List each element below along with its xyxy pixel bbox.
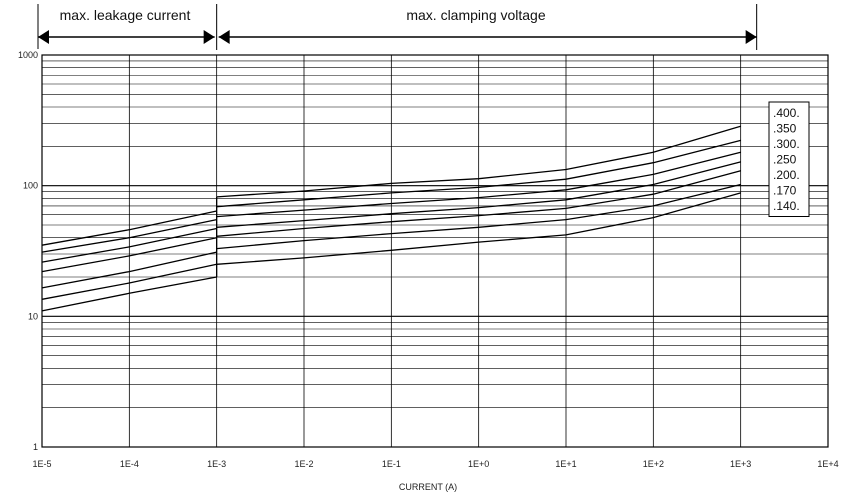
arrow-head (745, 30, 757, 44)
legend-entry: .140. (773, 199, 800, 213)
series-line-leakage (41, 210, 217, 246)
series-line-leakage (41, 237, 217, 273)
grid (41, 54, 829, 448)
arrow-head (38, 30, 49, 44)
x-tick-label: 1E+1 (555, 459, 576, 469)
axis-ticks: 1E-5 1E-4 1E-3 1E-2 1E-1 1E+0 1E+1 1E+2 1E+3 1E+4… (18, 50, 839, 469)
x-axis-title: CURRENT (A) (399, 482, 457, 492)
region-label-clamping: max. clamping voltage (406, 7, 546, 23)
legend-entry: .200. (773, 168, 800, 182)
series-line-clamping (216, 125, 741, 198)
arrow-head (218, 30, 230, 44)
region-label-leakage: max. leakage current (60, 7, 191, 23)
x-tick-label: 1E+3 (730, 459, 751, 469)
x-tick-label: 1E-5 (32, 459, 51, 469)
x-tick-label: 1E+4 (817, 459, 838, 469)
x-tick-label: 1E-4 (120, 459, 139, 469)
region-annotations: max. leakage current max. clamping volta… (37, 4, 758, 50)
x-tick-label: 1E+2 (643, 459, 664, 469)
y-tick-label: 10 (28, 311, 38, 321)
series-line-clamping (216, 183, 741, 250)
y-tick-label: 100 (23, 181, 38, 191)
x-tick-label: 1E-1 (382, 459, 401, 469)
x-tick-label: 1E-2 (294, 459, 313, 469)
y-tick-label: 1000 (18, 50, 38, 60)
series-line-clamping (216, 151, 741, 218)
legend-entry: .250 (773, 153, 797, 167)
series-line-clamping (216, 170, 741, 237)
series-line-leakage (41, 218, 217, 253)
x-tick-label: 1E+0 (468, 459, 489, 469)
series-line-clamping (216, 192, 741, 265)
plot-frame (41, 54, 829, 448)
legend: .400. .350.300. .250.200. .170.140. (768, 101, 810, 217)
legend-entry: .300. (773, 137, 800, 151)
series-line-leakage (41, 227, 217, 263)
series-lines (41, 125, 741, 312)
y-tick-label: 1 (33, 442, 38, 452)
legend-entry: .400. (773, 106, 800, 120)
series-line-leakage (41, 276, 217, 312)
series-line-clamping (216, 161, 741, 228)
legend-entry: .350 (773, 122, 797, 136)
legend-entry: .170 (773, 184, 797, 198)
series-line-leakage (41, 251, 217, 289)
x-tick-label: 1E-3 (207, 459, 226, 469)
series-line-clamping (216, 139, 741, 208)
arrow-head (203, 30, 215, 44)
legend-box (768, 101, 810, 217)
series-line-leakage (41, 263, 217, 300)
